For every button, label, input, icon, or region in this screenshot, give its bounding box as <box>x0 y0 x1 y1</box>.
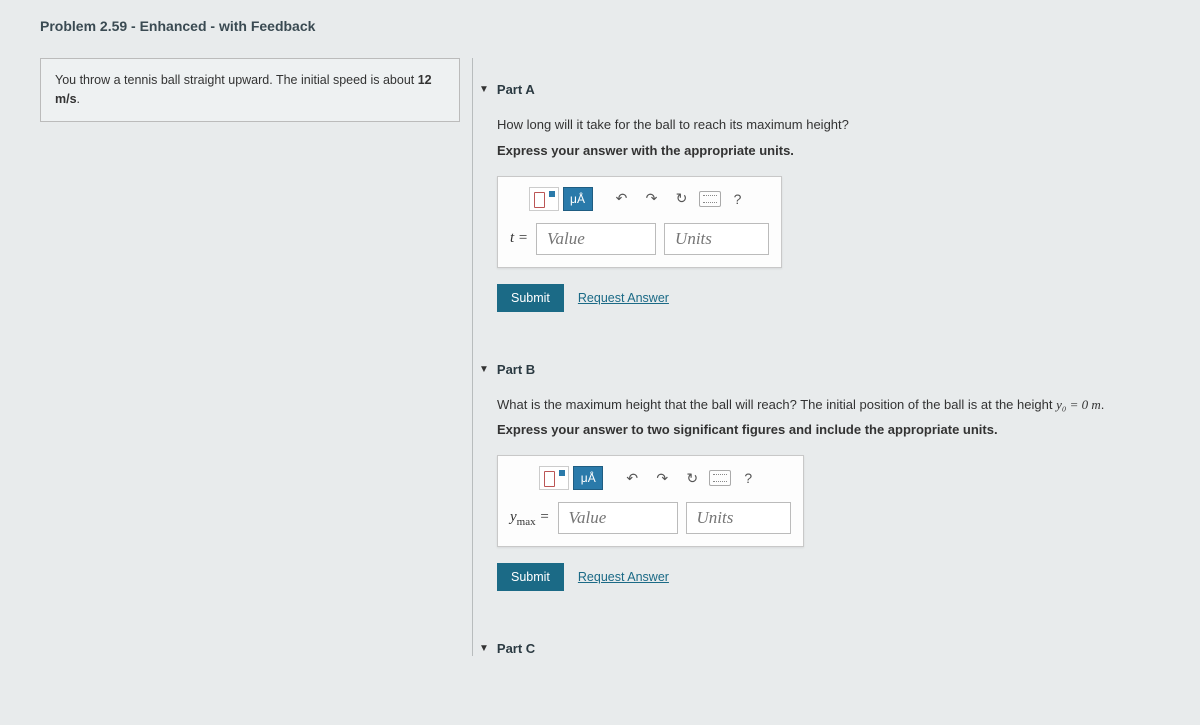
page-title: Problem 2.59 - Enhanced - with Feedback <box>40 10 1180 34</box>
part-c-label: Part C <box>497 641 535 656</box>
collapse-icon: ▼ <box>479 643 489 654</box>
redo-icon[interactable]: ↷ <box>649 466 675 490</box>
part-a-instruction: Express your answer with the appropriate… <box>497 143 1180 158</box>
parts-column: ▼ Part A How long will it take for the b… <box>472 58 1180 656</box>
part-a-section: ▼ Part A How long will it take for the b… <box>473 82 1180 338</box>
redo-icon[interactable]: ↷ <box>639 187 665 211</box>
part-b-submit-row: Submit Request Answer <box>497 563 1180 591</box>
part-b-question-before: What is the maximum height that the ball… <box>497 397 1056 412</box>
problem-statement: You throw a tennis ball straight upward.… <box>40 58 460 122</box>
part-b-toolbar: μÅ ↶ ↷ ↻ ? <box>510 466 791 490</box>
collapse-icon: ▼ <box>479 84 489 95</box>
reset-icon[interactable]: ↻ <box>679 466 705 490</box>
keyboard-icon[interactable] <box>709 470 731 486</box>
help-icon[interactable]: ? <box>725 187 751 211</box>
part-a-units-input[interactable] <box>664 223 769 255</box>
part-a-answer-box: μÅ ↶ ↷ ↻ ? t = <box>497 176 782 268</box>
part-a-header[interactable]: ▼ Part A <box>479 82 1180 97</box>
part-a-submit-button[interactable]: Submit <box>497 284 564 312</box>
part-b-submit-button[interactable]: Submit <box>497 563 564 591</box>
part-b-answer-box: μÅ ↶ ↷ ↻ ? ymax = <box>497 455 804 547</box>
problem-text-after: . <box>77 92 80 106</box>
help-icon[interactable]: ? <box>735 466 761 490</box>
part-c-section: ▼ Part C <box>473 641 1180 656</box>
part-b-var-label: ymax = <box>510 509 550 528</box>
part-c-header[interactable]: ▼ Part C <box>479 641 1180 656</box>
part-a-input-row: t = <box>510 223 769 255</box>
part-a-label: Part A <box>497 82 535 97</box>
keyboard-icon[interactable] <box>699 191 721 207</box>
part-b-header[interactable]: ▼ Part B <box>479 362 1180 377</box>
part-b-question-eq: y₀ = 0 m <box>1056 397 1101 412</box>
part-b-request-answer-link[interactable]: Request Answer <box>578 570 669 584</box>
part-a-request-answer-link[interactable]: Request Answer <box>578 291 669 305</box>
part-b-value-input[interactable] <box>558 502 678 534</box>
template-icon[interactable] <box>539 466 569 490</box>
part-a-var-label: t = <box>510 230 528 247</box>
part-b-section: ▼ Part B What is the maximum height that… <box>473 362 1180 618</box>
part-b-question: What is the maximum height that the ball… <box>497 395 1180 415</box>
main-layout: You throw a tennis ball straight upward.… <box>40 58 1180 656</box>
greek-icon[interactable]: μÅ <box>563 187 593 211</box>
part-b-label: Part B <box>497 362 535 377</box>
part-b-input-row: ymax = <box>510 502 791 534</box>
part-a-question: How long will it take for the ball to re… <box>497 115 1180 135</box>
template-icon[interactable] <box>529 187 559 211</box>
reset-icon[interactable]: ↻ <box>669 187 695 211</box>
undo-icon[interactable]: ↶ <box>609 187 635 211</box>
part-b-units-input[interactable] <box>686 502 791 534</box>
part-b-question-after: . <box>1101 397 1105 412</box>
part-a-toolbar: μÅ ↶ ↷ ↻ ? <box>510 187 769 211</box>
problem-text-before: You throw a tennis ball straight upward.… <box>55 73 418 87</box>
collapse-icon: ▼ <box>479 364 489 375</box>
part-a-submit-row: Submit Request Answer <box>497 284 1180 312</box>
undo-icon[interactable]: ↶ <box>619 466 645 490</box>
part-b-instruction: Express your answer to two significant f… <box>497 422 1180 437</box>
part-a-value-input[interactable] <box>536 223 656 255</box>
greek-icon[interactable]: μÅ <box>573 466 603 490</box>
